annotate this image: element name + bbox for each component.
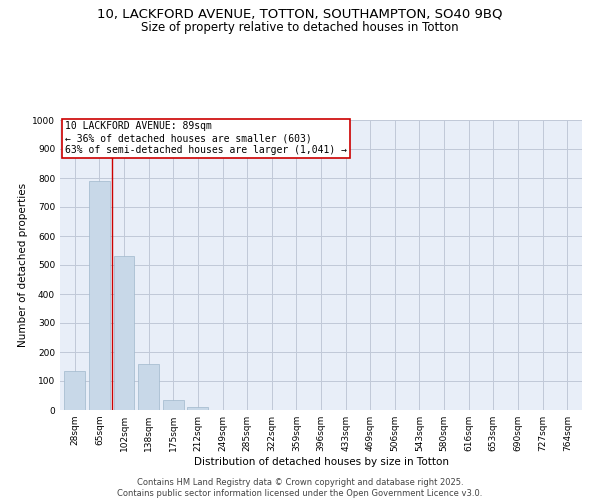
Bar	[64, 371, 85, 410]
Bar	[89, 181, 110, 410]
Text: 10, LACKFORD AVENUE, TOTTON, SOUTHAMPTON, SO40 9BQ: 10, LACKFORD AVENUE, TOTTON, SOUTHAMPTON…	[97, 8, 503, 20]
Bar	[163, 400, 184, 410]
Bar	[187, 407, 208, 410]
Text: Contains HM Land Registry data © Crown copyright and database right 2025.
Contai: Contains HM Land Registry data © Crown c…	[118, 478, 482, 498]
Y-axis label: Number of detached properties: Number of detached properties	[18, 183, 28, 347]
Text: 10 LACKFORD AVENUE: 89sqm
← 36% of detached houses are smaller (603)
63% of semi: 10 LACKFORD AVENUE: 89sqm ← 36% of detac…	[65, 122, 347, 154]
Bar	[113, 256, 134, 410]
Bar	[138, 364, 159, 410]
Text: Size of property relative to detached houses in Totton: Size of property relative to detached ho…	[141, 21, 459, 34]
X-axis label: Distribution of detached houses by size in Totton: Distribution of detached houses by size …	[193, 457, 449, 467]
